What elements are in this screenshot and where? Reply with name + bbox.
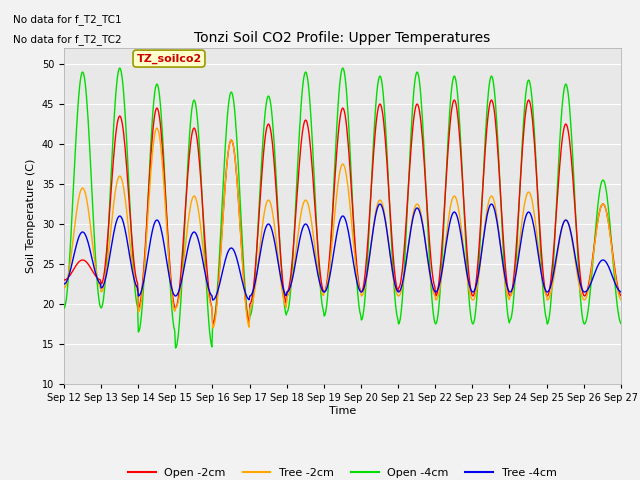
Text: TZ_soilco2: TZ_soilco2	[136, 53, 202, 64]
Y-axis label: Soil Temperature (C): Soil Temperature (C)	[26, 159, 36, 273]
X-axis label: Time: Time	[329, 406, 356, 416]
Legend: Open -2cm, Tree -2cm, Open -4cm, Tree -4cm: Open -2cm, Tree -2cm, Open -4cm, Tree -4…	[124, 464, 561, 480]
Text: No data for f_T2_TC1: No data for f_T2_TC1	[13, 14, 122, 25]
Text: No data for f_T2_TC2: No data for f_T2_TC2	[13, 34, 122, 45]
Title: Tonzi Soil CO2 Profile: Upper Temperatures: Tonzi Soil CO2 Profile: Upper Temperatur…	[195, 32, 490, 46]
